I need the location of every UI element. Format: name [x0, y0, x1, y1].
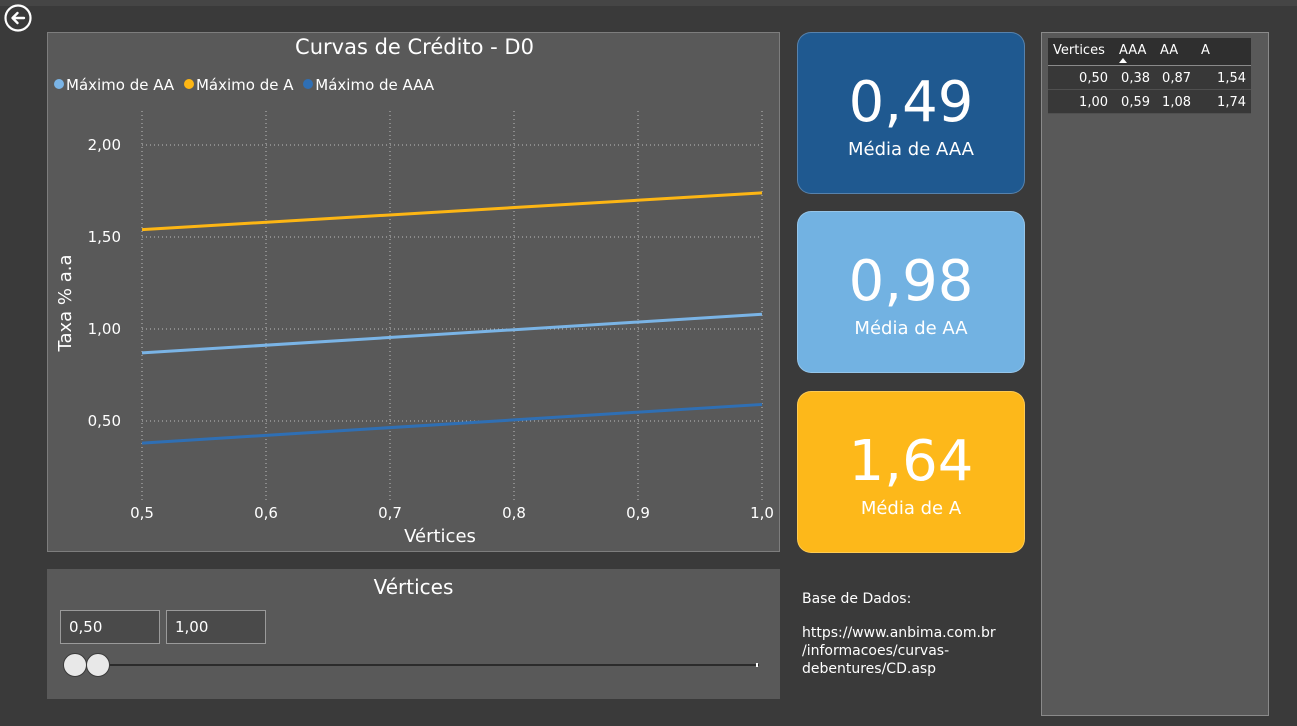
x-tick-label: 1,0 — [750, 504, 774, 522]
y-tick-label: 0,50 — [88, 412, 121, 430]
data-table: Vertices AAA AA A 0,50 0,38 0,87 1,54 1,… — [1048, 38, 1251, 114]
series-line-0 — [141, 312, 763, 355]
legend-dot-a — [183, 79, 194, 89]
table-row[interactable]: 1,00 0,59 1,08 1,74 — [1048, 90, 1251, 114]
slider-end-marker — [756, 663, 758, 667]
column-header-aaa[interactable]: AAA — [1119, 43, 1147, 58]
legend-label-a: Máximo de A — [195, 76, 294, 94]
x-tick-label: 0,5 — [130, 504, 154, 522]
kpi-card-aaa[interactable]: 0,49 Média de AAA — [797, 32, 1025, 194]
sort-ascending-icon — [1119, 58, 1127, 63]
slider-max-handle[interactable] — [86, 653, 110, 677]
credit-curves-chart[interactable]: Curvas de Crédito - D0 Máximo de AA Máxi… — [47, 32, 780, 552]
x-tick-label: 0,6 — [254, 504, 278, 522]
kpi-card-a[interactable]: 1,64 Média de A — [797, 391, 1025, 553]
x-tick-label: 0,7 — [378, 504, 402, 522]
kpi-label-aa: Média de AA — [854, 318, 968, 339]
back-button[interactable] — [4, 4, 32, 32]
data-source-info: Base de Dados: https://www.anbima.com.br… — [802, 590, 1032, 678]
table-cell: 1,00 — [1079, 95, 1108, 110]
data-source-url-line: debentures/CD.asp — [802, 661, 937, 677]
y-tick-label: 2,00 — [88, 136, 121, 154]
x-tick-label: 0,8 — [502, 504, 526, 522]
legend-label-aaa: Máximo de AAA — [315, 76, 435, 94]
chart-plot-area: 0,5 0,6 0,7 0,8 0,9 1,0 0,50 1,00 1,50 2,00 Vértic… — [55, 111, 774, 547]
slider-min-handle[interactable] — [63, 653, 87, 677]
kpi-value-a: 1,64 — [848, 429, 974, 494]
y-axis-title: Taxa % a.a — [55, 254, 76, 352]
slider-track[interactable] — [77, 664, 759, 666]
column-header-vertices[interactable]: Vertices — [1053, 43, 1105, 58]
top-bar — [0, 0, 1297, 6]
table-cell: 0,50 — [1079, 71, 1108, 86]
data-source-url-line: https://www.anbima.com.br — [802, 625, 996, 641]
slicer-min-input[interactable] — [60, 610, 160, 644]
kpi-card-aa[interactable]: 0,98 Média de AA — [797, 211, 1025, 373]
table-header: Vertices AAA AA A — [1048, 38, 1251, 66]
series-line-1 — [141, 191, 763, 232]
legend-dot-aaa — [303, 79, 314, 89]
legend-dot-aa — [54, 79, 64, 89]
slicer-title: Vértices — [373, 575, 454, 599]
data-source-heading: Base de Dados: — [802, 591, 912, 607]
slicer-max-input[interactable] — [166, 610, 266, 644]
kpi-value-aaa: 0,49 — [848, 70, 974, 135]
y-tick-label: 1,50 — [88, 228, 121, 246]
data-source-url-line: /informacoes/curvas- — [802, 643, 950, 659]
kpi-value-aa: 0,98 — [848, 249, 974, 314]
legend-item-a[interactable]: Máximo de A — [183, 76, 294, 94]
table-cell: 0,59 — [1121, 95, 1150, 110]
legend-item-aaa[interactable]: Máximo de AAA — [303, 76, 434, 94]
table-cell: 1,08 — [1162, 95, 1191, 110]
vertices-slicer: Vértices — [47, 569, 780, 699]
table-visual: Vertices AAA AA A 0,50 0,38 0,87 1,54 1,… — [1041, 32, 1269, 716]
chart-legend: Máximo de AA Máximo de A Máximo de AAA — [54, 76, 439, 94]
series-line-2 — [141, 402, 763, 445]
data-source-url[interactable]: https://www.anbima.com.br /informacoes/c… — [802, 624, 1032, 678]
kpi-label-a: Média de A — [860, 498, 962, 519]
legend-label-aa: Máximo de AA — [66, 76, 175, 94]
legend-item-aa[interactable]: Máximo de AA — [54, 76, 174, 94]
column-header-a[interactable]: A — [1201, 43, 1210, 58]
table-cell: 0,87 — [1162, 71, 1191, 86]
x-tick-label: 0,9 — [626, 504, 650, 522]
table-cell: 0,38 — [1121, 71, 1150, 86]
x-axis-title: Vértices — [404, 526, 476, 547]
table-row[interactable]: 0,50 0,38 0,87 1,54 — [1048, 66, 1251, 90]
table-cell: 1,74 — [1217, 95, 1246, 110]
column-header-aa[interactable]: AA — [1160, 43, 1179, 58]
arrow-left-circle-icon — [4, 4, 32, 32]
table-cell: 1,54 — [1217, 71, 1246, 86]
chart-title: Curvas de Crédito - D0 — [295, 35, 534, 59]
y-tick-label: 1,00 — [88, 320, 121, 338]
kpi-label-aaa: Média de AAA — [848, 139, 974, 160]
